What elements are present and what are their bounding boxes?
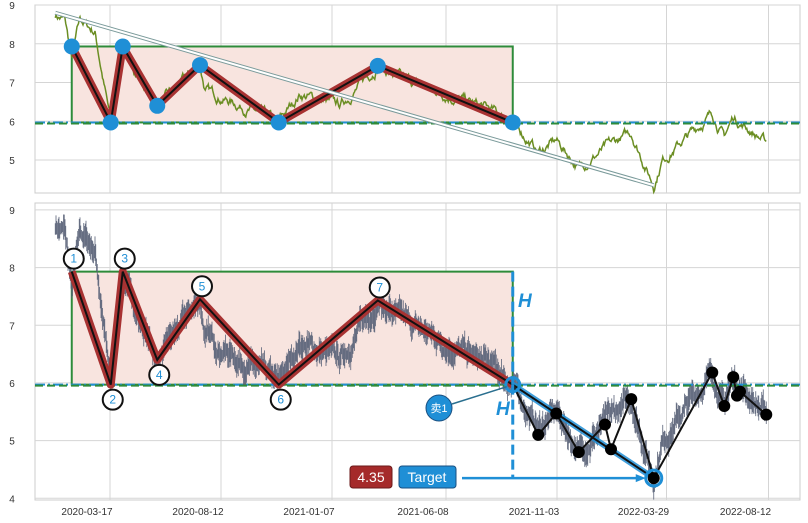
height-label-bottom: H [496, 399, 511, 420]
y-tick-label: 6 [9, 117, 15, 128]
target-label: Target [408, 469, 447, 485]
pivot-label: 4 [156, 368, 163, 382]
zigzag-inner [70, 43, 514, 126]
x-tick-label: 2020-03-17 [61, 507, 113, 518]
bottom-panel: 4 5 6 7 8 9 2020-03-17 2020-08-12 2021-01-07 2021… [9, 202, 801, 518]
target-annotation: 4.35 Target 卖1 H H [349, 291, 533, 489]
y-tick-label: 9 [9, 206, 15, 217]
pivot-point [149, 97, 166, 114]
pivot-point [114, 38, 131, 55]
future-pivot [727, 371, 740, 384]
future-pivot [734, 385, 746, 398]
target-line [512, 383, 655, 479]
y-tick-label: 6 [9, 379, 15, 390]
target-value-box [349, 465, 393, 489]
pivot-label: 5 [199, 279, 206, 293]
target-label-box [398, 465, 457, 489]
height-label-top: H [518, 291, 533, 312]
pivot-label: 7 [376, 280, 383, 294]
y-tick-label: 4 [9, 494, 15, 505]
future-pivot [599, 418, 611, 431]
pivot-label-circle [191, 275, 213, 298]
y-tick-label: 8 [9, 40, 15, 51]
pivot-label: 1 [70, 252, 77, 266]
y-tick-label: 8 [9, 264, 15, 275]
y-tick-label: 5 [9, 156, 15, 167]
pivot-label: 6 [277, 393, 284, 407]
pivot-label: 2 [109, 393, 116, 407]
y-tick-label: 9 [9, 1, 15, 12]
future-pivot [605, 443, 617, 456]
future-pivot [532, 428, 545, 441]
signal-marker [425, 394, 453, 422]
pivot-label-circle [62, 247, 85, 270]
pivot-label-circle [269, 388, 292, 411]
y-tick-label: 7 [9, 321, 15, 332]
pivot-label: 3 [121, 252, 128, 266]
future-pivot [760, 408, 773, 421]
signal-pointer [451, 385, 507, 405]
future-pivot [572, 446, 585, 459]
future-pivot [706, 366, 719, 379]
pivot-point [504, 114, 521, 131]
future-pivot [647, 472, 660, 485]
pivot-label-circle [368, 276, 391, 299]
pivot-point [102, 114, 119, 131]
x-tick-label: 2021-06-08 [397, 507, 449, 518]
x-tick-label: 2022-03-29 [618, 507, 670, 518]
target-value: 4.35 [357, 469, 384, 485]
y-tick-label: 5 [9, 437, 15, 448]
pivot-label-circle [101, 388, 124, 411]
future-pivot [718, 399, 731, 412]
top-panel: 5 6 7 8 9 [9, 1, 801, 195]
signal-label: 卖1 [430, 402, 447, 415]
x-tick-label: 2021-11-03 [509, 507, 560, 518]
trend-arrow [54, 11, 655, 187]
zigzag-inner [70, 271, 514, 387]
x-tick-label: 2020-08-12 [172, 507, 224, 518]
y-tick-label: 7 [9, 79, 15, 90]
x-tick-label: 2021-01-07 [283, 507, 335, 518]
future-pivot [625, 393, 638, 406]
pattern-box [70, 270, 514, 386]
pivot-point [63, 38, 80, 55]
pivot-point [270, 114, 287, 131]
pivot-label-circle [113, 247, 136, 270]
future-pivot [550, 407, 563, 420]
x-tick-label: 2022-08-12 [720, 507, 772, 518]
pivot-point [369, 57, 386, 74]
pivot-point [192, 57, 208, 74]
pivot-label-circle [148, 363, 171, 386]
target-arrowhead [635, 474, 646, 483]
